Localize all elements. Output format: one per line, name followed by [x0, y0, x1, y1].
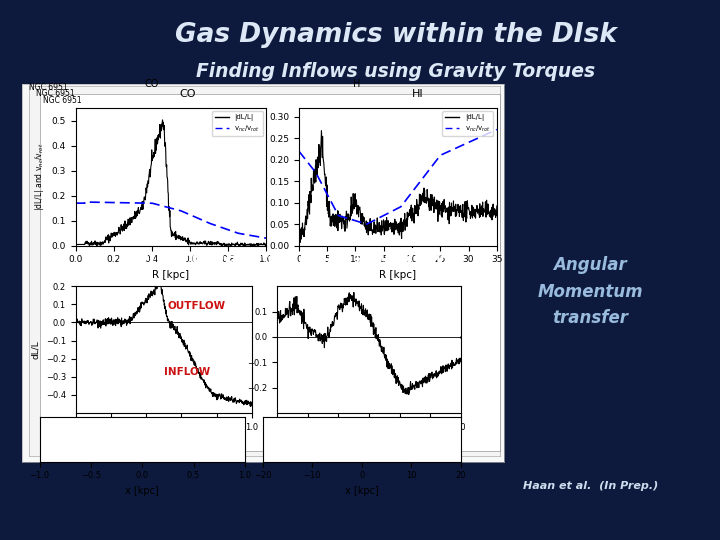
- Text: NGC 6951: NGC 6951: [43, 96, 82, 105]
- X-axis label: R [kpc]: R [kpc]: [146, 437, 181, 447]
- X-axis label: R [kpc]: R [kpc]: [351, 437, 387, 447]
- Y-axis label: |dL/L| and v$_{nc}$/v$_{rot}$: |dL/L| and v$_{nc}$/v$_{rot}$: [33, 143, 46, 211]
- Text: Noncircular Motions ≠ inflow: Noncircular Motions ≠ inflow: [119, 247, 446, 267]
- Text: Finding Inflows using Gravity Torques: Finding Inflows using Gravity Torques: [197, 62, 595, 81]
- Legend: |dL/L|, v$_{nc}$/v$_{rot}$: |dL/L|, v$_{nc}$/v$_{rot}$: [212, 111, 263, 136]
- X-axis label: x [kpc]: x [kpc]: [125, 486, 159, 496]
- X-axis label: R [kpc]: R [kpc]: [379, 270, 416, 280]
- Text: NGC 6951: NGC 6951: [29, 83, 68, 92]
- Text: OUTFLOW: OUTFLOW: [167, 301, 225, 311]
- Text: Angular
Momentum
transfer: Angular Momentum transfer: [538, 256, 643, 327]
- Legend: |dL/L|, v$_{nc}$/v$_{rot}$: |dL/L|, v$_{nc}$/v$_{rot}$: [443, 111, 493, 136]
- Text: NGC 6951: NGC 6951: [36, 89, 75, 98]
- Text: INFLOW: INFLOW: [163, 367, 210, 377]
- X-axis label: x [kpc]: x [kpc]: [345, 486, 379, 496]
- Text: H: H: [353, 79, 360, 90]
- Y-axis label: dL/L: dL/L: [31, 340, 40, 359]
- Text: HI: HI: [412, 89, 423, 99]
- X-axis label: R [kpc]: R [kpc]: [153, 270, 189, 280]
- Text: Gas Dynamics within the DIsk: Gas Dynamics within the DIsk: [175, 22, 617, 48]
- Text: Haan et al.  (In Prep.): Haan et al. (In Prep.): [523, 481, 658, 491]
- Text: CO: CO: [144, 79, 158, 90]
- Text: CO: CO: [179, 89, 195, 99]
